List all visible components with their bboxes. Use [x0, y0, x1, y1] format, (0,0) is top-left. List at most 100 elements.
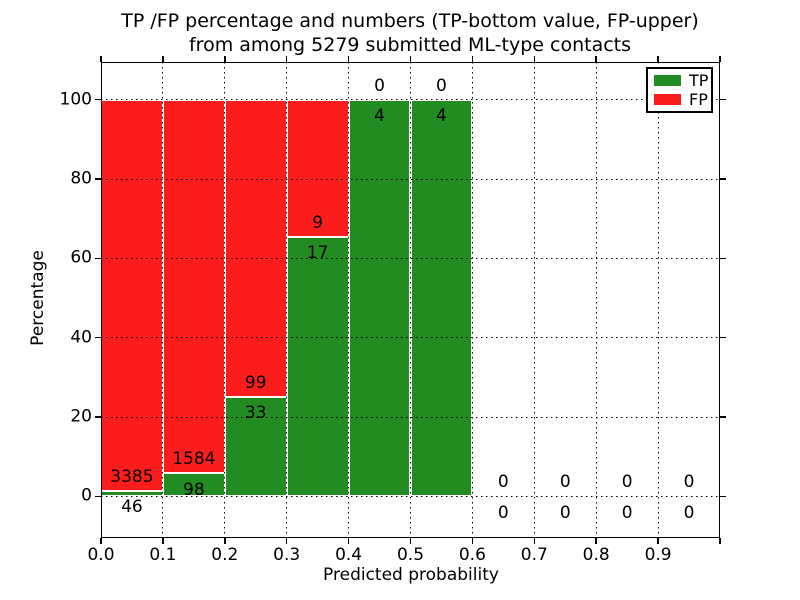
- x-axis-tick: [162, 538, 164, 544]
- x-axis-tick: [224, 538, 226, 544]
- fp-count-label: 9: [312, 213, 324, 234]
- fp-count-label: 0: [374, 75, 385, 96]
- gridline-vertical: [162, 62, 164, 538]
- x-axis-tick: [471, 538, 474, 544]
- gridline-horizontal: [101, 337, 720, 339]
- tp-count-label: 0: [559, 502, 571, 523]
- x-axis-tick-top: [224, 56, 226, 62]
- legend-label-fp: FP: [689, 89, 708, 109]
- gridline-horizontal: [101, 495, 720, 497]
- x-axis-tick: [595, 538, 597, 544]
- tp-count-label: 0: [683, 502, 695, 523]
- y-axis-tick: [95, 178, 101, 180]
- tp-count-label: 0: [621, 502, 633, 523]
- x-tick-label: 0.3: [273, 545, 301, 565]
- x-tick-label: 0.6: [458, 545, 486, 565]
- tp-count-label: 17: [306, 243, 329, 264]
- y-tick-label: 20: [70, 406, 92, 427]
- chart-title-line1: TP /FP percentage and numbers (TP-bottom…: [121, 10, 699, 32]
- x-tick-label: 0.1: [149, 545, 177, 565]
- tp-count-label: 98: [183, 479, 205, 500]
- x-axis-tick-top: [471, 56, 474, 62]
- fp-count-label: 0: [497, 472, 509, 493]
- legend: TP FP: [646, 67, 713, 113]
- x-axis-tick-top: [409, 56, 412, 62]
- gridline-horizontal: [101, 178, 720, 180]
- x-axis-tick-top: [657, 56, 659, 62]
- y-tick-label: 60: [70, 247, 92, 268]
- tp-count-label: 4: [374, 105, 385, 126]
- y-tick-label: 40: [70, 327, 92, 348]
- x-axis-tick-top: [719, 56, 721, 62]
- y-tick-label: 80: [70, 168, 92, 189]
- x-tick-label: 0.4: [335, 545, 363, 565]
- x-axis-label: Predicted probability: [323, 565, 499, 585]
- bar-segment-fp: [162, 99, 225, 474]
- x-tick-label: 0.0: [87, 545, 115, 565]
- gridline-vertical: [410, 62, 411, 538]
- legend-item-tp: TP: [654, 70, 711, 90]
- y-tick-label: 0: [81, 485, 92, 506]
- gridline-vertical: [595, 62, 597, 538]
- x-axis-tick: [347, 538, 350, 544]
- gridline-vertical: [286, 62, 288, 538]
- gridline-horizontal: [101, 416, 720, 418]
- fp-count-label: 99: [244, 373, 267, 394]
- x-tick-label: 0.7: [520, 545, 548, 565]
- fp-count-label: 3385: [110, 467, 154, 488]
- x-axis-tick-top: [595, 56, 597, 62]
- y-axis-tick-right: [720, 416, 726, 418]
- y-axis-tick: [95, 416, 101, 418]
- chart-title: TP /FP percentage and numbers (TP-bottom…: [121, 9, 699, 57]
- fp-count-label: 0: [683, 472, 695, 493]
- y-axis-tick-right: [720, 98, 726, 101]
- x-tick-label: 0.2: [211, 545, 239, 565]
- y-axis-tick-right: [720, 178, 726, 180]
- y-axis-tick: [95, 98, 101, 101]
- bar-segment-tp: [410, 99, 473, 497]
- fp-count-label: 0: [559, 472, 571, 493]
- tp-count-label: 0: [497, 502, 509, 523]
- x-axis-tick-top: [533, 56, 536, 62]
- gridline-vertical: [533, 62, 535, 538]
- x-axis-tick: [657, 538, 659, 544]
- x-axis-tick-top: [285, 56, 288, 62]
- x-axis-tick: [719, 538, 721, 544]
- tp-count-label: 46: [121, 497, 143, 518]
- x-axis-tick: [533, 538, 536, 544]
- y-axis-tick-right: [720, 257, 726, 260]
- y-axis-tick: [95, 495, 101, 498]
- y-axis-tick-right: [720, 336, 726, 339]
- legend-swatch-fp-icon: [654, 94, 681, 105]
- x-axis-tick: [100, 538, 102, 544]
- chart-title-line2: from among 5279 submitted ML-type contac…: [188, 34, 632, 56]
- gridline-horizontal: [101, 257, 720, 259]
- plot-frame: [101, 62, 720, 538]
- x-tick-label: 0.9: [644, 545, 672, 565]
- x-tick-label: 0.5: [396, 545, 425, 565]
- gridline-vertical: [348, 62, 350, 538]
- tp-count-label: 33: [244, 403, 267, 424]
- gridline-vertical: [657, 62, 659, 538]
- legend-label-tp: TP: [689, 70, 709, 90]
- fp-count-label: 0: [621, 472, 633, 493]
- gridline-vertical: [224, 62, 226, 538]
- x-axis-tick-top: [162, 56, 164, 62]
- x-axis-tick: [285, 538, 288, 544]
- y-axis-tick-right: [720, 495, 726, 498]
- x-axis-tick-top: [100, 56, 102, 62]
- x-axis-tick: [409, 538, 412, 544]
- y-tick-label: 100: [59, 89, 92, 110]
- x-axis-tick-top: [347, 56, 350, 62]
- gridline-vertical: [471, 62, 473, 538]
- x-tick-label: 0.8: [582, 545, 610, 565]
- tp-count-label: 4: [436, 105, 447, 126]
- y-axis-tick: [95, 257, 101, 260]
- fp-count-label: 1584: [172, 449, 216, 470]
- legend-swatch-tp-icon: [654, 75, 681, 86]
- fp-count-label: 0: [436, 75, 447, 96]
- gridline-horizontal: [101, 99, 720, 101]
- y-axis-tick: [95, 336, 101, 339]
- legend-item-fp: FP: [654, 89, 711, 109]
